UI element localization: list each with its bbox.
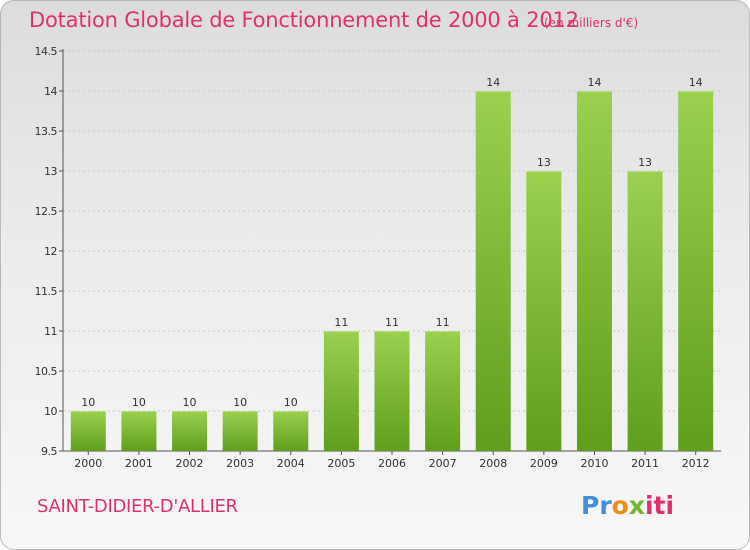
data-label: 11 bbox=[385, 316, 399, 329]
y-tick-label: 11 bbox=[44, 325, 57, 338]
bar bbox=[70, 411, 106, 451]
chart-title: Dotation Globale de Fonctionnement de 20… bbox=[29, 8, 579, 32]
data-label: 13 bbox=[638, 156, 652, 169]
bar bbox=[678, 91, 714, 451]
bar bbox=[526, 171, 562, 451]
x-tick-label: 2000 bbox=[74, 457, 102, 470]
x-tick-label: 2010 bbox=[580, 457, 608, 470]
x-tick-label: 2007 bbox=[429, 457, 457, 470]
x-tick-label: 2002 bbox=[176, 457, 204, 470]
y-tick-label: 9.5 bbox=[41, 445, 57, 458]
bar bbox=[323, 331, 359, 451]
data-label: 10 bbox=[233, 396, 247, 409]
proxiti-logo: Proxiti bbox=[581, 491, 674, 520]
y-tick-label: 11.5 bbox=[35, 285, 58, 298]
data-label: 14 bbox=[689, 76, 703, 89]
data-label: 13 bbox=[537, 156, 551, 169]
x-tick-label: 2009 bbox=[530, 457, 558, 470]
data-label: 11 bbox=[334, 316, 348, 329]
bar bbox=[627, 171, 663, 451]
data-label: 10 bbox=[183, 396, 197, 409]
logo-part: iti bbox=[644, 491, 675, 520]
x-tick-label: 2003 bbox=[226, 457, 254, 470]
commune-name: SAINT-DIDIER-D'ALLIER bbox=[37, 496, 238, 517]
logo-part: Pr bbox=[581, 491, 612, 520]
data-label: 10 bbox=[81, 396, 95, 409]
x-tick-label: 2012 bbox=[682, 457, 710, 470]
y-tick-label: 10 bbox=[44, 405, 57, 418]
y-tick-label: 12 bbox=[44, 245, 57, 258]
bar bbox=[475, 91, 511, 451]
x-tick-label: 2005 bbox=[327, 457, 355, 470]
y-tick-label: 14 bbox=[44, 85, 57, 98]
data-label: 14 bbox=[587, 76, 601, 89]
chart-unit-note: (en milliers d'€) bbox=[544, 16, 639, 30]
bar bbox=[425, 331, 461, 451]
data-label: 10 bbox=[132, 396, 146, 409]
y-tick-label: 12.5 bbox=[35, 205, 58, 218]
data-label: 11 bbox=[436, 316, 450, 329]
data-label: 10 bbox=[284, 396, 298, 409]
y-tick-label: 13.5 bbox=[35, 125, 58, 138]
data-label: 14 bbox=[486, 76, 500, 89]
x-tick-label: 2011 bbox=[631, 457, 659, 470]
y-tick-label: 13 bbox=[44, 165, 57, 178]
x-tick-label: 2004 bbox=[277, 457, 305, 470]
bar bbox=[121, 411, 157, 451]
bar bbox=[172, 411, 208, 451]
logo-part: o bbox=[611, 491, 629, 520]
x-tick-label: 2001 bbox=[125, 457, 153, 470]
y-tick-label: 10.5 bbox=[35, 365, 58, 378]
y-tick-label: 14.5 bbox=[35, 45, 58, 58]
bar bbox=[374, 331, 410, 451]
bar bbox=[222, 411, 258, 451]
bar bbox=[273, 411, 309, 451]
x-tick-label: 2008 bbox=[479, 457, 507, 470]
x-tick-label: 2006 bbox=[378, 457, 406, 470]
bar bbox=[576, 91, 612, 451]
logo-part: x bbox=[628, 491, 645, 520]
